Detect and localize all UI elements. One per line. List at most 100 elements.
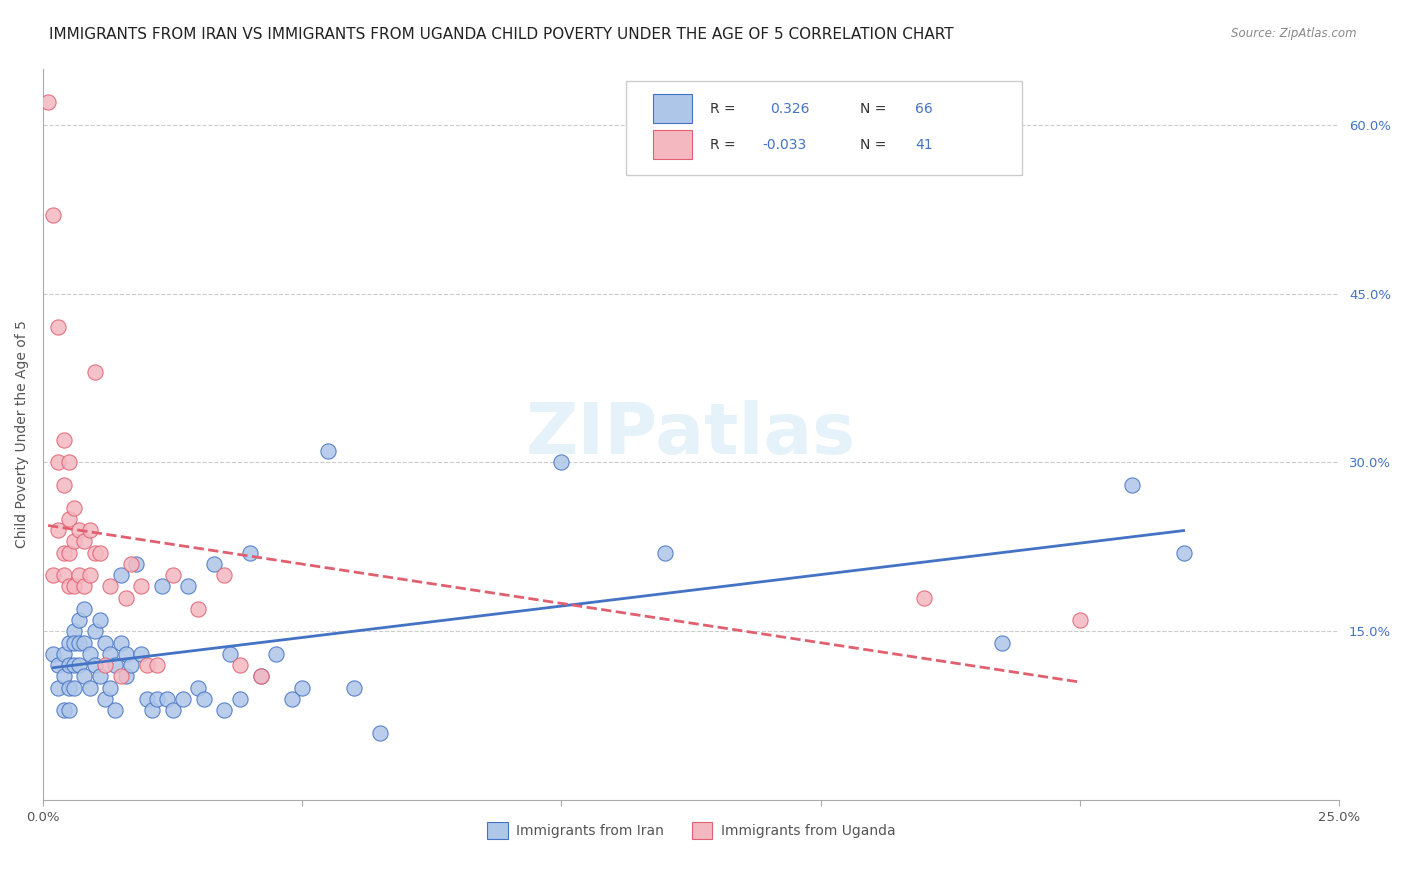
Point (146, 658, 169, 673)
Point (63, 624, 86, 639)
Point (172, 691, 194, 706)
Point (67, 568, 90, 582)
Point (187, 681, 209, 695)
Point (202, 557, 225, 571)
Point (291, 681, 314, 695)
Point (73, 635, 96, 649)
Point (110, 669, 132, 683)
Point (104, 703, 127, 717)
Point (125, 557, 148, 571)
Point (249, 669, 271, 683)
Point (83, 366, 105, 380)
Point (110, 568, 132, 582)
Point (89, 613, 111, 627)
Y-axis label: Child Poverty Under the Age of 5: Child Poverty Under the Age of 5 (15, 320, 30, 549)
Point (52, 647, 75, 661)
Point (131, 647, 153, 661)
Point (115, 591, 138, 605)
Point (73, 669, 96, 683)
Point (58, 635, 80, 649)
Point (67, 635, 90, 649)
Point (52, 669, 75, 683)
Point (229, 691, 252, 706)
Legend: Immigrants from Iran, Immigrants from Uganda: Immigrants from Iran, Immigrants from Ug… (481, 816, 901, 845)
Point (67, 523, 90, 537)
Point (115, 647, 138, 661)
Point (79, 568, 101, 582)
Point (1069, 613, 1091, 627)
Point (1121, 478, 1143, 492)
Point (58, 455, 80, 469)
Text: N =: N = (859, 137, 890, 152)
Point (67, 658, 90, 673)
Point (343, 681, 366, 695)
Point (135, 691, 157, 706)
Point (63, 681, 86, 695)
Point (73, 534, 96, 549)
Point (79, 647, 101, 661)
Point (98, 647, 121, 661)
Text: 66: 66 (915, 102, 934, 116)
Text: -0.033: -0.033 (762, 137, 807, 152)
Point (912, 591, 935, 605)
Point (37, 95, 59, 110)
Point (239, 545, 262, 559)
Point (654, 545, 676, 559)
Text: IMMIGRANTS FROM IRAN VS IMMIGRANTS FROM UGANDA CHILD POVERTY UNDER THE AGE OF 5 : IMMIGRANTS FROM IRAN VS IMMIGRANTS FROM … (49, 27, 953, 42)
Point (264, 647, 287, 661)
Point (89, 545, 111, 559)
Point (214, 703, 236, 717)
Point (63, 534, 86, 549)
Point (177, 579, 200, 593)
Point (229, 658, 252, 673)
Point (58, 512, 80, 526)
Point (150, 579, 173, 593)
Point (98, 579, 121, 593)
FancyBboxPatch shape (654, 130, 692, 160)
Point (52, 703, 75, 717)
Point (135, 658, 157, 673)
Text: Source: ZipAtlas.com: Source: ZipAtlas.com (1232, 27, 1357, 40)
Point (58, 703, 80, 717)
Point (63, 500, 86, 515)
Point (249, 669, 271, 683)
Point (48, 681, 70, 695)
Point (156, 691, 179, 706)
Point (141, 703, 163, 717)
Point (63, 658, 86, 673)
Point (52, 568, 75, 582)
Point (73, 602, 96, 616)
Text: 41: 41 (915, 137, 934, 152)
Point (94, 658, 117, 673)
FancyBboxPatch shape (654, 95, 692, 123)
Point (104, 658, 127, 673)
Point (316, 444, 339, 458)
Point (120, 658, 142, 673)
Text: 0.326: 0.326 (770, 102, 810, 116)
Text: R =: R = (710, 102, 741, 116)
Point (79, 523, 101, 537)
FancyBboxPatch shape (626, 81, 1022, 175)
Point (83, 624, 105, 639)
Point (73, 579, 96, 593)
Text: N =: N = (859, 102, 890, 116)
Point (89, 669, 111, 683)
Point (550, 455, 572, 469)
Point (58, 545, 80, 559)
Point (42, 568, 65, 582)
Point (52, 433, 75, 447)
Text: ZIPatlas: ZIPatlas (526, 400, 856, 469)
Point (214, 568, 236, 582)
Text: R =: R = (710, 137, 741, 152)
Point (58, 579, 80, 593)
Point (281, 691, 304, 706)
Point (1173, 545, 1195, 559)
Point (52, 478, 75, 492)
Point (58, 681, 80, 695)
Point (58, 658, 80, 673)
Point (120, 557, 142, 571)
Point (83, 545, 105, 559)
Point (94, 635, 117, 649)
Point (991, 635, 1014, 649)
Point (162, 568, 184, 582)
